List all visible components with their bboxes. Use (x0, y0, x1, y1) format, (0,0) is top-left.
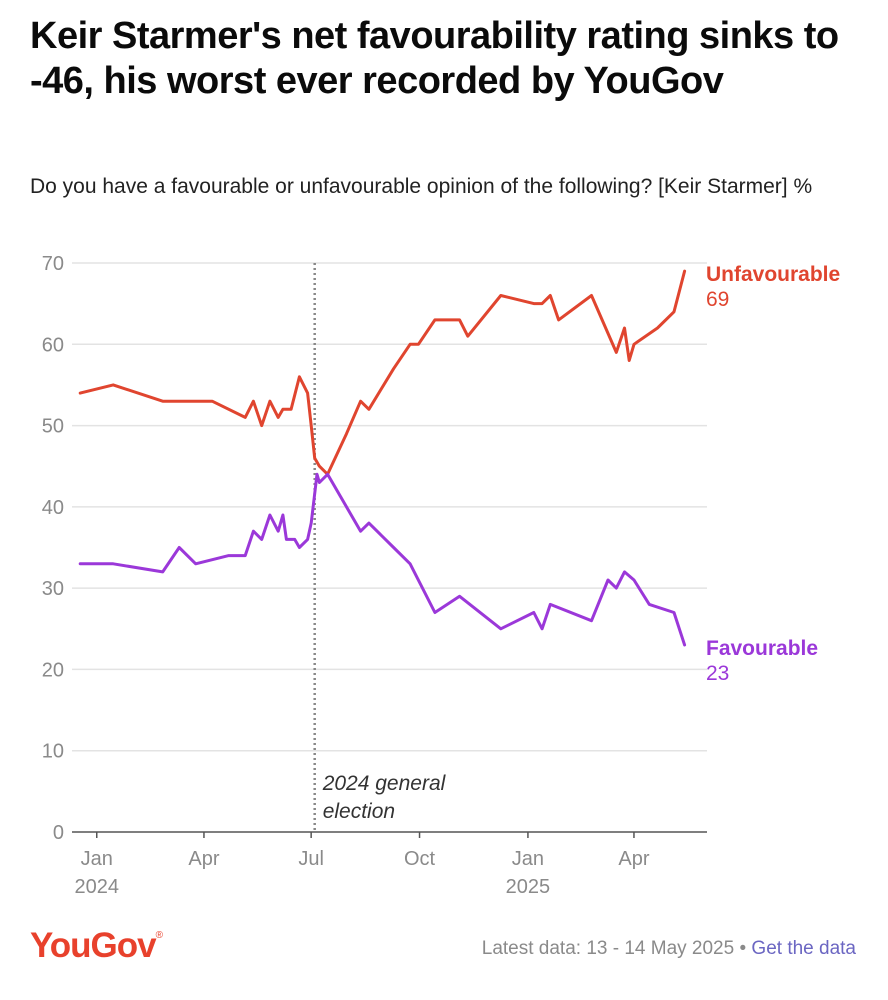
y-tick-label-50: 50 (42, 416, 64, 438)
x-tick-label-3: Oct (404, 848, 436, 870)
election-annotation-line2: election (323, 800, 395, 823)
election-annotation-line1: 2024 general (322, 772, 447, 795)
chart-title: Keir Starmer's net favourability rating … (30, 15, 839, 102)
latest-data-text: Latest data: 13 - 14 May 2025 (481, 938, 735, 959)
y-tick-label-60: 60 (42, 334, 64, 356)
legend-unfavourable: Unfavourable (706, 263, 840, 286)
get-the-data-link[interactable]: Get the data (751, 938, 856, 959)
footer-separator: • (734, 938, 752, 959)
x-tick-label-4: Jan (512, 848, 544, 870)
value-label-favourable: 23 (706, 662, 729, 685)
x-tick-label-5: Apr (618, 848, 649, 870)
series-line-unfavourable (78, 269, 687, 476)
y-tick-label-40: 40 (42, 497, 64, 519)
legend-favourable: Favourable (706, 637, 818, 660)
election-annotation: 2024 general election (313, 263, 447, 832)
x-tick-year-0: 2024 (74, 876, 119, 898)
line-chart: 0 10 20 30 40 50 60 70 Jan 2024 Apr Jul Oct Jan 2025 A… (42, 253, 840, 898)
chart-subtitle: Do you have a favourable or unfavourable… (30, 175, 813, 198)
y-tick-label-70: 70 (42, 253, 64, 275)
series-lines (78, 269, 687, 647)
x-tick-year-4: 2025 (506, 876, 551, 898)
y-tick-label-20: 20 (42, 659, 64, 681)
series-line-favourable (78, 472, 687, 647)
footer-source: Latest data: 13 - 14 May 2025 • Get the … (482, 938, 856, 960)
y-axis-labels: 0 10 20 30 40 50 60 70 (42, 253, 64, 844)
y-tick-label-30: 30 (42, 578, 64, 600)
x-axis: Jan 2024 Apr Jul Oct Jan 2025 Apr (72, 831, 707, 898)
gridlines (72, 262, 707, 752)
yougov-logo: YouGov® (30, 926, 163, 965)
x-tick-label-1: Apr (188, 848, 219, 870)
y-tick-label-0: 0 (53, 822, 64, 844)
value-label-unfavourable: 69 (706, 288, 729, 311)
x-tick-label-2: Jul (298, 848, 324, 870)
series-end-labels: Unfavourable 69 Favourable 23 (706, 263, 840, 685)
x-tick-label-0: Jan (81, 848, 113, 870)
y-tick-label-10: 10 (42, 741, 64, 763)
